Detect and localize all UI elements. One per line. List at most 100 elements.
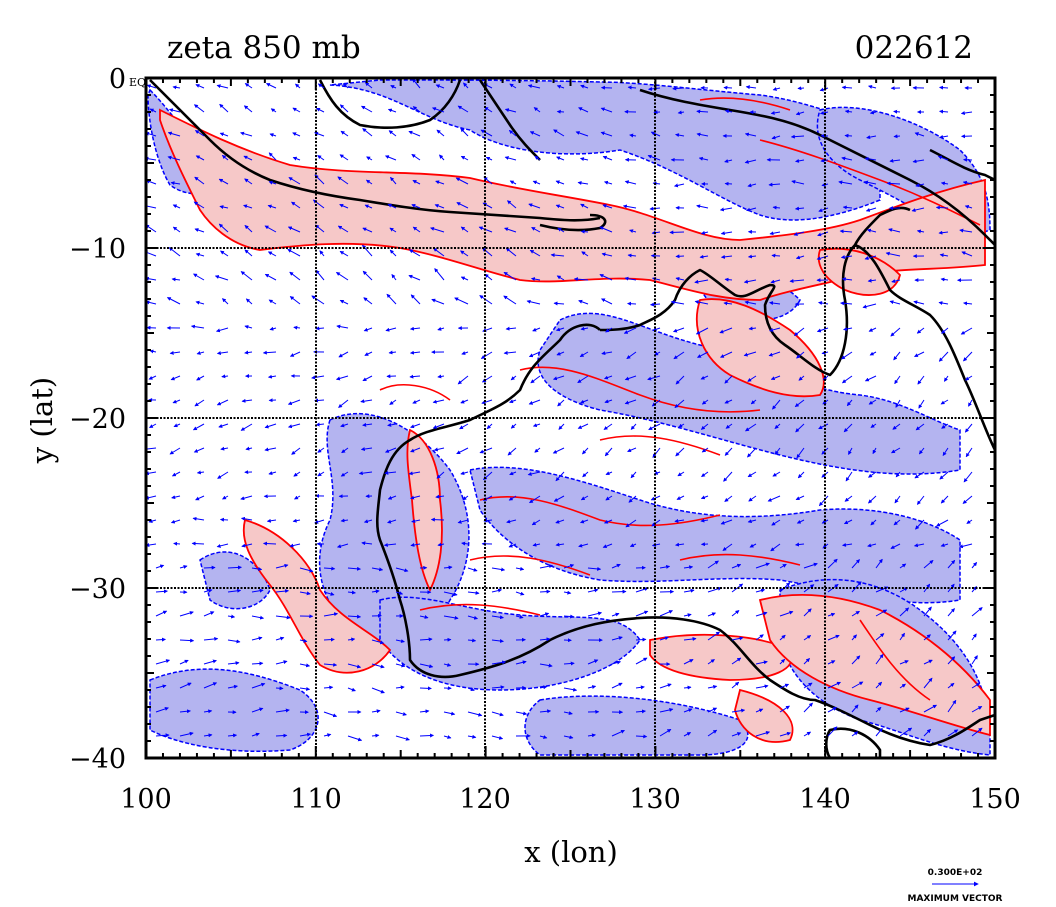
wind-vector — [435, 180, 445, 185]
wind-vector — [347, 687, 356, 692]
wind-vector — [750, 399, 757, 405]
wind-vector — [603, 180, 613, 185]
wind-vector — [461, 351, 469, 355]
wind-vector — [219, 205, 229, 210]
wind-vector — [363, 297, 373, 305]
wind-vector — [624, 399, 637, 405]
wind-vector — [821, 519, 829, 524]
wind-vector — [650, 495, 661, 501]
wind-vector — [803, 731, 812, 737]
wind-vector — [486, 423, 493, 430]
wind-vector — [629, 229, 637, 234]
wind-vector — [627, 253, 637, 258]
wind-vector — [292, 156, 301, 161]
wind-vector — [683, 732, 692, 737]
wind-vector — [244, 224, 253, 233]
wind-vector — [599, 226, 613, 233]
wind-vector — [335, 271, 349, 281]
axis-ticks — [145, 77, 996, 759]
wind-vector — [269, 133, 277, 137]
wind-vector — [893, 519, 901, 526]
wind-vector — [843, 327, 853, 331]
wind-vector — [875, 609, 888, 617]
wind-vector — [419, 663, 434, 669]
wind-vector — [169, 447, 181, 455]
wind-vector — [774, 423, 781, 429]
wind-vector — [891, 447, 901, 454]
wind-vector — [467, 590, 480, 595]
wind-vector — [915, 519, 925, 530]
wind-vector — [962, 180, 973, 185]
wind-vector — [293, 325, 301, 330]
wind-vector — [217, 471, 229, 479]
wind-vector — [779, 563, 787, 569]
wind-vector — [412, 179, 421, 185]
wind-vector — [337, 225, 349, 233]
wind-vector — [587, 611, 603, 617]
wind-vector — [218, 223, 229, 233]
x-tick-130: 130 — [629, 784, 681, 815]
wind-vector — [289, 271, 301, 281]
wind-vector — [779, 634, 786, 641]
wind-vector — [412, 78, 421, 89]
wind-vector — [744, 132, 757, 137]
wind-vector — [790, 134, 805, 139]
wind-vector — [275, 733, 288, 738]
wind-vector — [503, 350, 517, 355]
wind-vector — [839, 229, 853, 234]
wind-vector — [227, 565, 242, 570]
wind-vector — [203, 588, 213, 593]
wind-vector — [771, 135, 781, 140]
wind-vector — [624, 276, 637, 281]
wind-vector — [339, 299, 349, 305]
wind-vector — [383, 542, 397, 547]
wind-vector — [443, 637, 452, 642]
wind-vector — [866, 135, 877, 140]
wind-vector — [707, 612, 717, 617]
wind-vector — [672, 86, 685, 91]
java-sumatra-coast — [149, 79, 601, 222]
wind-vector — [395, 663, 406, 668]
wind-vector — [701, 471, 709, 478]
wind-vector — [530, 277, 541, 282]
wind-vector — [795, 495, 805, 501]
wind-vector — [503, 271, 517, 281]
wind-vector — [891, 279, 901, 284]
wind-vector — [875, 653, 884, 665]
wind-vector — [947, 608, 955, 617]
wind-vector — [315, 269, 325, 281]
wind-vector — [395, 711, 407, 716]
vector-legend: 0.300E+02 MAXIMUM VECTOR — [907, 868, 1002, 904]
wind-vector — [749, 543, 757, 548]
wind-vector — [630, 423, 637, 430]
vector-legend-magnitude: 0.300E+02 — [928, 868, 983, 878]
plot-area — [146, 78, 995, 758]
wind-vector — [580, 229, 589, 234]
wind-vector — [387, 203, 397, 209]
wind-vector — [695, 327, 709, 335]
wind-vector — [747, 183, 757, 188]
wind-vector — [779, 610, 794, 617]
wind-vector — [818, 495, 829, 507]
wind-vector — [819, 110, 829, 115]
wind-vector — [528, 351, 541, 358]
wind-vector — [170, 375, 181, 381]
wind-vector — [938, 230, 949, 235]
wind-vector — [244, 350, 253, 355]
wind-vector — [674, 518, 685, 523]
wind-vector — [481, 399, 493, 405]
wind-vector — [923, 677, 933, 689]
wind-vector — [508, 543, 517, 548]
wind-vector — [266, 518, 277, 523]
wind-vector — [195, 252, 205, 257]
wind-vector — [723, 85, 733, 90]
wind-vector — [251, 682, 266, 689]
wind-vector — [371, 663, 385, 669]
wind-vector — [803, 702, 813, 713]
wind-vector — [580, 326, 589, 331]
wind-vector — [461, 541, 469, 546]
wind-vector — [627, 301, 637, 306]
wind-vector — [389, 399, 397, 405]
wind-vector — [578, 107, 589, 113]
wind-vector — [868, 85, 877, 89]
